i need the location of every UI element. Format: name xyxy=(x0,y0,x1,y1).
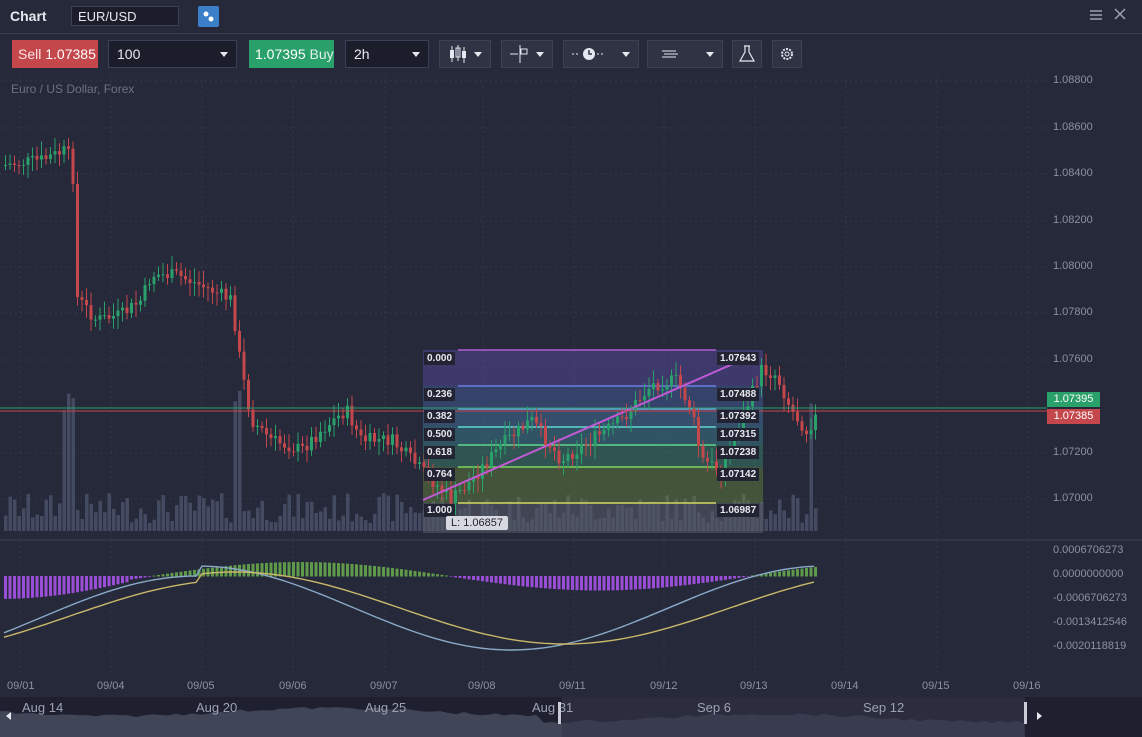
timeframe-select[interactable]: 2h xyxy=(345,40,429,68)
time-axis-label: 09/04 xyxy=(97,680,125,692)
time-axis-label: 09/07 xyxy=(370,680,398,692)
navigator-window xyxy=(562,697,1025,737)
sell-label: Sell xyxy=(18,46,42,62)
time-mode-button[interactable] xyxy=(563,40,639,68)
time-axis-label: 09/14 xyxy=(831,680,859,692)
menu-icon[interactable] xyxy=(1089,8,1103,22)
chart-toolbar: Sell 1.07385 100 1.07395 Buy 2h xyxy=(0,34,1142,74)
navigator-right-handle[interactable] xyxy=(1024,702,1027,724)
scroll-right-icon[interactable] xyxy=(1037,712,1042,720)
macd-axis-label: -0.0020118819 xyxy=(1053,640,1127,652)
gear-icon xyxy=(781,48,793,60)
fib-price-label: 1.07488 xyxy=(717,388,760,401)
price-axis-label: 1.08800 xyxy=(1053,74,1093,86)
chevron-down-icon xyxy=(706,52,714,57)
macd-histogram xyxy=(4,562,817,599)
time-axis-label: 09/05 xyxy=(187,680,215,692)
fib-ratio-label: 1.000 xyxy=(424,504,456,517)
chevron-down-icon xyxy=(412,52,420,57)
signal-line xyxy=(3,571,815,645)
macd-axis-label: -0.0013412546 xyxy=(1053,616,1128,628)
fib-ratio-label: 0.000 xyxy=(424,352,456,365)
flask-icon xyxy=(738,45,756,62)
fib-price-label: 1.07238 xyxy=(717,446,760,459)
indicators-button[interactable] xyxy=(647,40,723,68)
navigator-date-label: Sep 12 xyxy=(863,700,905,715)
fib-price-label: 1.07643 xyxy=(717,352,760,365)
macd-axis-label: 0.0006706273 xyxy=(1053,544,1124,556)
sell-price: 1.07385 xyxy=(45,46,96,62)
price-axis-label: 1.07600 xyxy=(1053,353,1093,365)
chevron-down-icon xyxy=(220,52,228,57)
navigator-date-label: Sep 6 xyxy=(697,700,731,715)
window-titlebar: Chart EUR/USD xyxy=(0,0,1142,34)
price-axis-label: 1.07000 xyxy=(1053,492,1093,504)
candlestick-icon xyxy=(450,45,466,63)
fib-price-label: 1.06987 xyxy=(717,504,760,517)
time-axis-label: 09/12 xyxy=(650,680,678,692)
navigator-left-handle[interactable] xyxy=(558,702,561,724)
link-icon xyxy=(203,11,214,22)
studies-button[interactable] xyxy=(732,40,762,68)
chart-type-button[interactable] xyxy=(439,40,491,68)
fib-ratio-label: 0.618 xyxy=(424,446,456,459)
indicator-lines-icon xyxy=(662,50,678,58)
sell-button[interactable]: Sell 1.07385 xyxy=(12,40,98,68)
symbol-input[interactable]: EUR/USD xyxy=(71,6,179,26)
price-axis-label: 1.08000 xyxy=(1053,260,1093,272)
fib-ratio-label: 0.500 xyxy=(424,428,456,441)
candlestick-series xyxy=(4,138,817,515)
chevron-down-icon xyxy=(536,52,544,57)
instrument-description: Euro / US Dollar, Forex xyxy=(11,82,135,96)
time-axis-label: 09/08 xyxy=(468,680,496,692)
clock-icon xyxy=(572,48,605,60)
fib-low-label: L: 1.06857 xyxy=(446,516,508,530)
time-axis-label: 09/13 xyxy=(740,680,768,692)
buy-label: Buy xyxy=(309,46,334,62)
buy-button[interactable]: 1.07395 Buy xyxy=(249,40,334,68)
buy-price-tag: 1.07395 xyxy=(1047,392,1100,407)
price-axis-label: 1.07200 xyxy=(1053,446,1093,458)
scroll-left-icon[interactable] xyxy=(6,712,11,720)
fibonacci-retracement xyxy=(423,349,763,533)
fib-ratio-label: 0.382 xyxy=(424,410,456,423)
time-axis-label: 09/16 xyxy=(1013,680,1041,692)
fib-price-label: 1.07392 xyxy=(717,410,760,423)
macd-axis-label: 0.0000000000 xyxy=(1053,568,1124,580)
timeframe-value: 2h xyxy=(354,46,370,62)
time-axis-label: 09/15 xyxy=(922,680,950,692)
sell-price-tag: 1.07385 xyxy=(1047,409,1100,424)
chevron-down-icon xyxy=(622,52,630,57)
time-axis-label: 09/11 xyxy=(559,680,586,692)
fib-ratio-label: 0.764 xyxy=(424,468,456,481)
drawing-tools-button[interactable] xyxy=(501,40,553,68)
crosshair-draw-icon xyxy=(510,45,528,63)
fib-ratio-label: 0.236 xyxy=(424,388,456,401)
navigator-date-label: Aug 20 xyxy=(196,700,238,715)
chevron-down-icon xyxy=(474,52,482,57)
navigator-date-label: Aug 25 xyxy=(365,700,407,715)
settings-button[interactable] xyxy=(772,40,802,68)
price-axis-label: 1.08600 xyxy=(1053,121,1093,133)
fib-price-label: 1.07315 xyxy=(717,428,760,441)
fib-price-label: 1.07142 xyxy=(717,468,760,481)
macd-line xyxy=(3,565,815,651)
quantity-value: 100 xyxy=(117,46,141,62)
price-axis-label: 1.07800 xyxy=(1053,306,1093,318)
quantity-select[interactable]: 100 xyxy=(108,40,237,68)
close-icon[interactable] xyxy=(1113,7,1127,21)
navigator-date-label: Aug 31 xyxy=(532,700,574,715)
macd-axis-label: -0.0006706273 xyxy=(1053,592,1128,604)
buy-price: 1.07395 xyxy=(255,46,306,62)
time-axis-label: 09/06 xyxy=(279,680,307,692)
navigator-date-label: Aug 14 xyxy=(22,700,64,715)
fib-trend-line xyxy=(422,362,736,501)
price-axis-label: 1.08200 xyxy=(1053,214,1093,226)
price-axis-label: 1.08400 xyxy=(1053,167,1093,179)
window-title: Chart xyxy=(10,8,47,24)
time-axis-label: 09/01 xyxy=(7,680,35,692)
link-channel-button[interactable] xyxy=(198,6,219,27)
